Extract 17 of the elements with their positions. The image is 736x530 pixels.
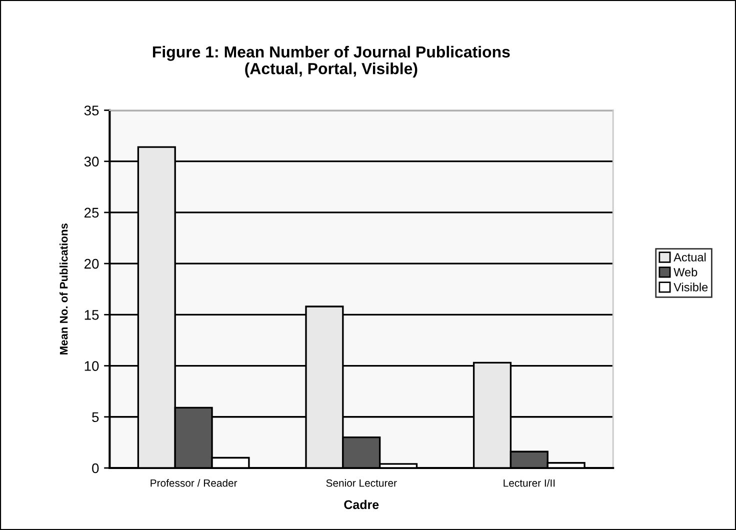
x-axis-title: Cadre bbox=[344, 500, 379, 510]
y-tick-label: 5 bbox=[92, 412, 99, 422]
y-tick-label: 20 bbox=[84, 258, 99, 269]
y-tick-label: 30 bbox=[84, 156, 99, 167]
y-tick-label: 35 bbox=[84, 106, 99, 116]
y-tick-label: 10 bbox=[84, 361, 99, 371]
x-tick-label: Professor / Reader bbox=[150, 479, 238, 487]
y-tick-label: 25 bbox=[84, 208, 99, 218]
y-tick-label: 15 bbox=[84, 310, 99, 320]
legend-label: Web bbox=[674, 268, 698, 276]
x-tick-label: Lecturer I/II bbox=[504, 479, 555, 487]
x-tick-label: Senior Lecturer bbox=[326, 479, 397, 487]
legend-label: Actual bbox=[674, 252, 706, 262]
y-tick-label: 0 bbox=[92, 463, 99, 474]
chart-title: Figure 1: Mean Number of Journal Publications (Actual, Portal, Visible) bbox=[152, 46, 510, 78]
legend-label: Visible bbox=[674, 282, 708, 292]
y-axis-title: Mean No. of Publications bbox=[60, 224, 68, 354]
